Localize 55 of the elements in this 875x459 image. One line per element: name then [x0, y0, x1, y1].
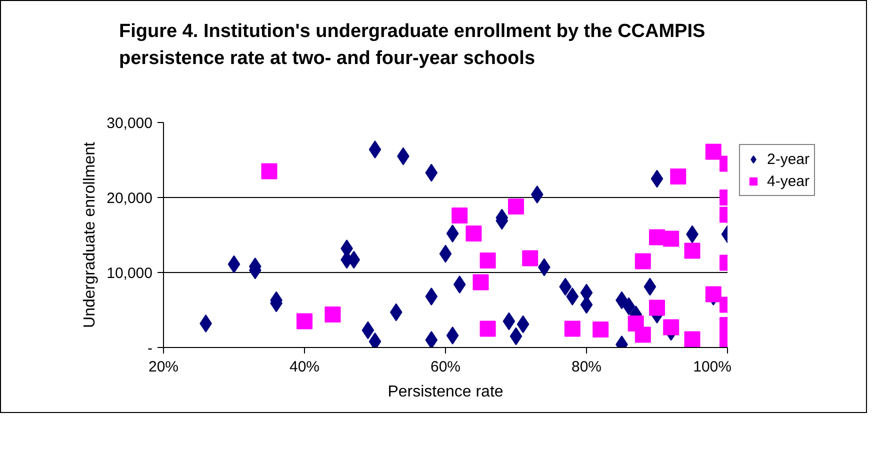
- point: [480, 252, 496, 269]
- x-axis-title: Persistence rate: [388, 384, 504, 401]
- x-tick-label: 60%: [430, 358, 461, 376]
- point: [670, 168, 686, 185]
- point: [439, 244, 452, 263]
- point: [368, 140, 382, 159]
- point: [480, 320, 496, 337]
- legend-label: 2-year: [767, 150, 810, 168]
- point: [453, 276, 466, 294]
- point: [446, 224, 459, 243]
- x-tick-label: 100%: [693, 358, 732, 376]
- point: [261, 163, 278, 180]
- y-tick-label: -: [148, 340, 153, 358]
- point: [446, 326, 459, 345]
- point: [684, 331, 700, 348]
- y-tick-label: 30,000: [106, 115, 153, 132]
- point: [390, 303, 402, 322]
- point: [564, 320, 580, 337]
- point: [592, 322, 609, 338]
- legend-label: 4-year: [767, 172, 810, 190]
- point: [559, 278, 572, 296]
- point: [516, 315, 530, 334]
- point: [649, 300, 665, 316]
- point: [425, 288, 438, 306]
- point: [684, 242, 700, 259]
- point: [466, 226, 482, 242]
- point: [296, 313, 312, 330]
- point: [510, 327, 522, 346]
- point: [522, 250, 538, 266]
- point: [508, 198, 524, 215]
- point: [566, 288, 579, 306]
- point: [634, 326, 651, 343]
- point: [663, 319, 680, 336]
- point: [452, 208, 468, 224]
- y-tick-label: 10,000: [106, 265, 153, 282]
- x-tick-label: 20%: [148, 358, 179, 376]
- point: [644, 278, 656, 296]
- chart-title: Figure 4. Institution's undergraduate enrollment by the CCAMPIS persistence rate at two- and four-year schools: [119, 20, 706, 71]
- point: [228, 255, 240, 274]
- point: [324, 306, 341, 323]
- point: [425, 331, 438, 348]
- point: [650, 170, 664, 188]
- point: [663, 230, 680, 247]
- y-axis-title: Undergraduate enrollment: [82, 142, 99, 328]
- point: [634, 253, 651, 270]
- x-tick-label: 80%: [571, 358, 602, 376]
- y-tick-label: 20,000: [106, 190, 153, 208]
- point: [472, 274, 489, 290]
- point: [502, 312, 516, 330]
- point: [425, 164, 438, 182]
- point: [705, 144, 722, 160]
- point: [530, 186, 544, 204]
- point: [705, 286, 722, 302]
- x-tick-label: 40%: [289, 358, 320, 376]
- point: [362, 321, 374, 340]
